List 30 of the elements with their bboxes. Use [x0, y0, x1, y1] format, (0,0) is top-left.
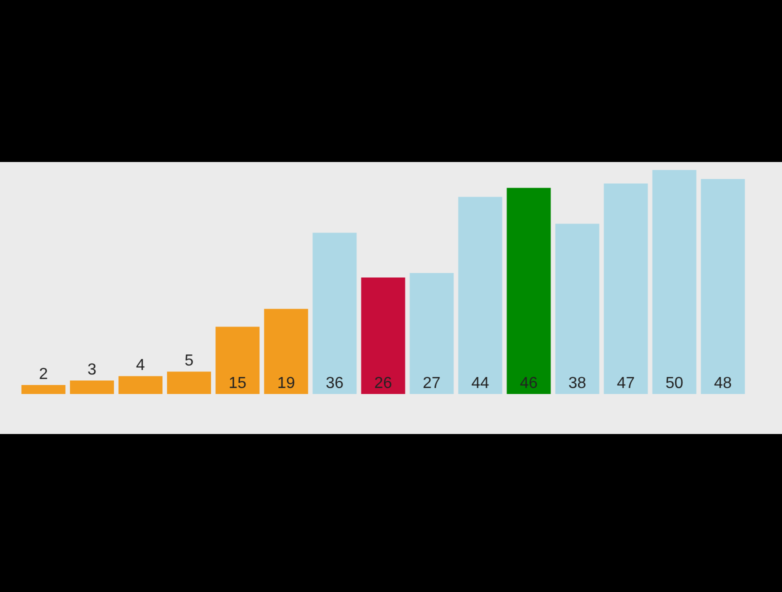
bar — [458, 196, 502, 394]
bar — [506, 188, 551, 394]
data-label: 5 — [184, 352, 194, 370]
data-label: 36 — [326, 375, 344, 392]
data-label: 46 — [520, 375, 538, 392]
data-label: 26 — [374, 375, 392, 392]
bar — [700, 178, 745, 394]
data-label: 27 — [422, 375, 441, 392]
bar — [21, 385, 66, 394]
data-label: 3 — [88, 362, 97, 379]
bar — [70, 380, 114, 394]
data-label: 4 — [136, 357, 146, 374]
data-label: 50 — [665, 375, 684, 392]
bar — [312, 232, 357, 394]
data-label: 19 — [277, 375, 296, 392]
bar — [410, 273, 454, 394]
data-label: 15 — [228, 375, 247, 392]
bar — [216, 326, 260, 394]
data-label: 48 — [714, 375, 732, 392]
bar — [604, 183, 648, 394]
data-label: 44 — [471, 375, 490, 392]
data-label: 2 — [38, 366, 48, 384]
bar — [167, 372, 212, 394]
bar — [652, 170, 696, 394]
bar — [118, 376, 162, 394]
bar — [555, 224, 600, 394]
bar — [264, 308, 308, 394]
data-label: 47 — [616, 375, 635, 392]
data-label: 38 — [568, 375, 586, 392]
bar — [361, 278, 406, 394]
